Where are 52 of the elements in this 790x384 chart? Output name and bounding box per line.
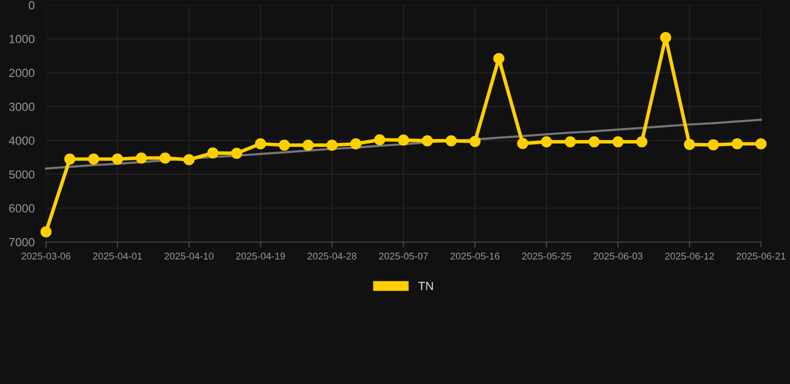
point	[160, 152, 171, 164]
point	[207, 147, 218, 159]
x-tick-label: 2025-06-12	[665, 252, 714, 260]
point	[660, 32, 672, 44]
y-tick-label: 2000	[9, 68, 34, 78]
point	[446, 135, 457, 146]
point	[708, 139, 719, 150]
x-tick-label: 2025-05-25	[522, 252, 571, 260]
point	[732, 138, 743, 150]
x-tick-label: 2025-04-28	[308, 252, 356, 260]
point	[588, 136, 600, 148]
point	[64, 153, 76, 165]
point	[136, 152, 147, 164]
point	[398, 134, 410, 146]
x-tick-label: 2025-06-21	[736, 252, 786, 260]
point	[326, 140, 338, 151]
line-series	[44, 118, 762, 170]
point	[564, 136, 576, 148]
point	[755, 138, 767, 150]
point	[540, 136, 552, 148]
y-tick-label: 5000	[9, 170, 34, 179]
x-tick-label: 2025-04-01	[93, 252, 142, 260]
point	[302, 140, 314, 151]
point	[493, 52, 504, 64]
point	[612, 136, 624, 148]
legend-label: TN	[418, 282, 433, 290]
point	[374, 134, 386, 146]
point	[350, 138, 362, 150]
point	[231, 148, 242, 159]
y-tick-label: 0	[28, 1, 34, 10]
x-tick-label: 2025-03-06	[22, 252, 70, 260]
point	[517, 138, 528, 150]
y-tick-label: 4000	[8, 136, 34, 145]
y-tick-label: 6000	[9, 204, 34, 213]
point	[636, 136, 648, 148]
y-tick-label: 3000	[9, 102, 34, 111]
point	[684, 138, 696, 150]
point	[183, 154, 195, 166]
x-tick-label: 2025-04-19	[236, 252, 285, 260]
x-tick-label: 2025-06-03	[594, 252, 642, 260]
y-tick-label: 1000	[10, 34, 34, 44]
point	[40, 226, 52, 238]
point	[112, 153, 124, 165]
y-tick-label: 7000	[9, 238, 34, 246]
point	[278, 140, 290, 151]
x-tick-label: 2025-04-10	[164, 252, 214, 260]
x-tick-label: 2025-05-16	[450, 252, 500, 260]
point	[88, 153, 100, 165]
point	[254, 138, 266, 150]
x-tick-label: 2025-05-07	[379, 252, 428, 260]
point	[422, 135, 433, 146]
point	[469, 136, 481, 147]
